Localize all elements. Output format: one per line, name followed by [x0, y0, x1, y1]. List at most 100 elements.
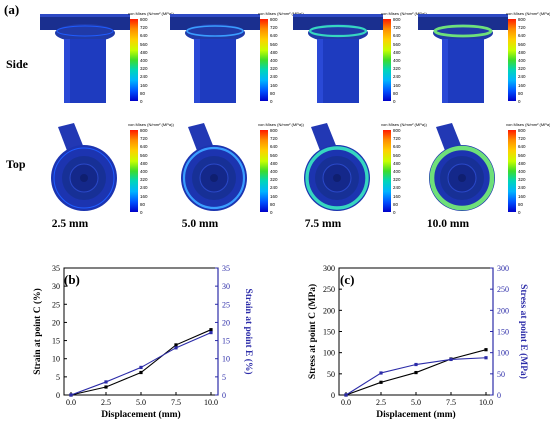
colorbar-tick: 400 — [270, 58, 278, 63]
colorbar-tick: 400 — [518, 58, 526, 63]
right-y-tick-label: 15 — [222, 337, 230, 346]
series-line-left — [70, 329, 212, 396]
right-y-tick-label: 25 — [222, 300, 230, 309]
right-y-tick-label: 50 — [497, 370, 505, 379]
right-y-axis-label: Strain at point E (%) — [243, 288, 254, 374]
right-y-tick-label: 150 — [497, 328, 509, 337]
colorbar-tick: 80 — [518, 90, 524, 96]
right-y-tick-label: 10 — [222, 355, 230, 364]
right-y-tick-label: 35 — [222, 264, 230, 273]
colorbar-tick: 240 — [140, 74, 148, 80]
colorbar-tick: 0 — [393, 210, 396, 215]
colorbar-tick: 480 — [393, 49, 401, 55]
top-view-model-3 — [304, 123, 370, 211]
data-point-left — [379, 380, 383, 384]
data-point-right — [449, 357, 453, 362]
colorbar-tick: 720 — [140, 25, 148, 31]
colorbar-tick: 800 — [140, 17, 148, 22]
data-point-left — [484, 348, 488, 352]
colorbar-tick: 800 — [518, 128, 526, 133]
colorbar-tick: 0 — [140, 210, 143, 215]
data-point-right — [209, 330, 213, 335]
right-y-tick-label: 5 — [222, 373, 226, 382]
colorbar-tick: 160 — [518, 82, 526, 88]
right-y-tick-label: 200 — [497, 306, 509, 315]
row-label-top: Top — [6, 157, 26, 171]
colorbar-tick: 80 — [270, 201, 276, 207]
left-y-tick-label: 10 — [52, 355, 60, 364]
x-tick-label: 2.5 — [376, 398, 386, 407]
colorbar-tick: 560 — [140, 152, 148, 158]
left-y-tick-label: 25 — [52, 300, 60, 309]
left-y-tick-label: 15 — [52, 337, 60, 346]
colorbar-tick: 800 — [270, 17, 278, 22]
colorbar-side-2 — [260, 19, 268, 101]
colorbar-tick: 160 — [140, 193, 148, 199]
left-y-tick-label: 100 — [323, 349, 335, 358]
colorbar-title: von Mises (N/mm² (MPa)) — [258, 11, 304, 16]
colorbar-tick: 480 — [518, 49, 526, 55]
displacement-label-1: 2.5 mm — [51, 218, 89, 230]
right-y-tick-label: 30 — [222, 282, 230, 291]
plot-frame — [63, 267, 219, 396]
data-point-left — [104, 385, 108, 389]
colorbar-title: von Mises (N/mm² (MPa)) — [381, 11, 427, 16]
side-view-model-3 — [293, 14, 383, 103]
colorbar-tick: 640 — [270, 33, 278, 39]
colorbar-top-1 — [130, 130, 138, 212]
right-y-tick-label: 100 — [497, 349, 509, 358]
left-y-axis-label: Stress at point C (MPa) — [307, 284, 318, 379]
colorbar-tick: 800 — [393, 17, 401, 22]
panel-a-label: (a) — [4, 2, 20, 17]
x-tick-label: 0.0 — [341, 398, 351, 407]
left-y-tick-label: 5 — [56, 373, 60, 382]
x-tick-label: 5.0 — [411, 398, 421, 407]
colorbar-title: von Mises (N/mm² (MPa)) — [381, 122, 427, 127]
x-tick-label: 7.5 — [171, 398, 181, 407]
colorbar-title: von Mises (N/mm² (MPa)) — [128, 122, 174, 127]
colorbar-tick: 80 — [518, 201, 524, 207]
colorbar-tick: 560 — [393, 152, 401, 158]
x-tick-label: 10.0 — [479, 398, 493, 407]
left-y-tick-label: 30 — [52, 282, 60, 291]
right-y-tick-label: 0 — [497, 391, 501, 400]
colorbar-tick: 480 — [270, 49, 278, 55]
colorbar-tick: 320 — [140, 66, 148, 72]
colorbar-tick: 560 — [270, 41, 278, 47]
side-view-model-1 — [40, 14, 130, 103]
x-tick-label: 0.0 — [66, 398, 76, 407]
colorbar-tick: 480 — [518, 160, 526, 166]
x-tick-label: 10.0 — [204, 398, 218, 407]
panel-b-label: (b) — [64, 272, 80, 287]
colorbar-title: von Mises (N/mm² (MPa)) — [506, 11, 550, 16]
colorbar-tick: 320 — [270, 177, 278, 183]
panel-c-label: (c) — [340, 272, 355, 287]
left-y-tick-label: 300 — [323, 264, 335, 273]
colorbar-tick: 320 — [393, 177, 401, 183]
colorbar-tick: 400 — [393, 169, 401, 174]
top-view-model-2 — [181, 123, 247, 211]
side-view-model-2 — [170, 14, 260, 103]
left-y-tick-label: 0 — [56, 391, 60, 400]
colorbar-tick: 0 — [393, 99, 396, 104]
colorbar-tick: 400 — [140, 169, 148, 174]
data-point-right — [484, 356, 488, 360]
colorbar-tick: 560 — [518, 152, 526, 158]
top-view-model-4 — [429, 123, 495, 211]
colorbar-tick: 640 — [270, 144, 278, 150]
colorbar-tick: 320 — [270, 66, 278, 72]
colorbar-title: von Mises (N/mm² (MPa)) — [128, 11, 174, 16]
strain-chart: 0 0 5 5 10 10 15 15 20 20 25 25 30 30 35 35 0.0 2.5 5.0 7.5… — [32, 264, 254, 420]
side-view-model-4 — [418, 14, 508, 103]
colorbar-top-2 — [260, 130, 268, 212]
colorbar-tick: 800 — [393, 128, 401, 133]
left-y-tick-label: 50 — [327, 370, 335, 379]
colorbar-tick: 400 — [140, 58, 148, 63]
colorbar-side-3 — [383, 19, 391, 101]
left-y-tick-label: 0 — [331, 391, 335, 400]
data-point-right — [414, 362, 418, 367]
colorbar-tick: 80 — [140, 90, 146, 96]
top-view-model-1 — [51, 123, 117, 211]
right-y-tick-label: 300 — [497, 264, 509, 273]
colorbar-tick: 240 — [393, 74, 401, 80]
